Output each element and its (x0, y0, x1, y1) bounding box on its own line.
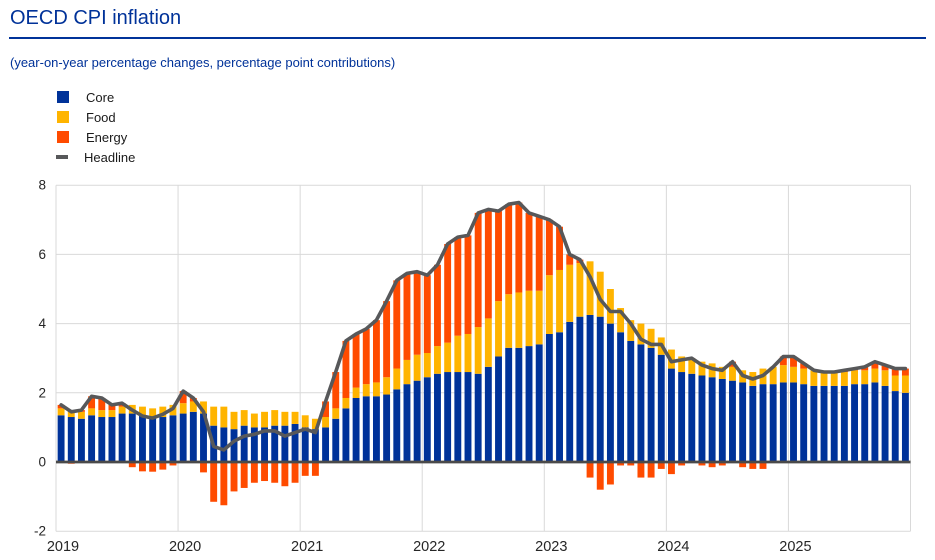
svg-text:2025: 2025 (779, 539, 811, 555)
svg-text:0: 0 (38, 455, 46, 470)
legend-item-headline: Headline (56, 147, 136, 167)
svg-text:6: 6 (38, 247, 46, 262)
svg-text:2: 2 (38, 385, 46, 400)
legend-item-energy: Energy (57, 127, 135, 147)
svg-text:2022: 2022 (413, 539, 445, 555)
contribution-bars (57, 202, 909, 506)
svg-text:4: 4 (38, 316, 46, 331)
svg-text:8: 8 (38, 178, 46, 193)
chart-subtitle: (year-on-year percentage changes, percen… (10, 55, 396, 70)
headline-line-swatch-icon (56, 155, 68, 159)
legend-label-energy: Energy (86, 129, 128, 145)
gridlines (55, 184, 911, 532)
title-divider (9, 37, 926, 39)
core-swatch-icon (57, 91, 69, 103)
legend-item-core: Core (57, 87, 135, 107)
svg-text:2023: 2023 (535, 539, 567, 555)
svg-text:2020: 2020 (169, 539, 201, 555)
page-title: OECD CPI inflation (10, 7, 182, 29)
energy-swatch-icon (57, 131, 69, 143)
chart-legend: Core Food Energy Headline (56, 87, 136, 167)
legend-label-core: Core (86, 89, 115, 105)
legend-label-food: Food (86, 109, 116, 125)
svg-text:2019: 2019 (47, 539, 79, 555)
legend-item-food: Food (57, 107, 135, 127)
svg-text:2024: 2024 (657, 539, 689, 555)
svg-text:-2: -2 (34, 524, 46, 539)
svg-text:2021: 2021 (291, 539, 323, 555)
headline-line (59, 200, 908, 452)
food-swatch-icon (57, 111, 69, 123)
legend-label-headline: Headline (84, 149, 136, 165)
